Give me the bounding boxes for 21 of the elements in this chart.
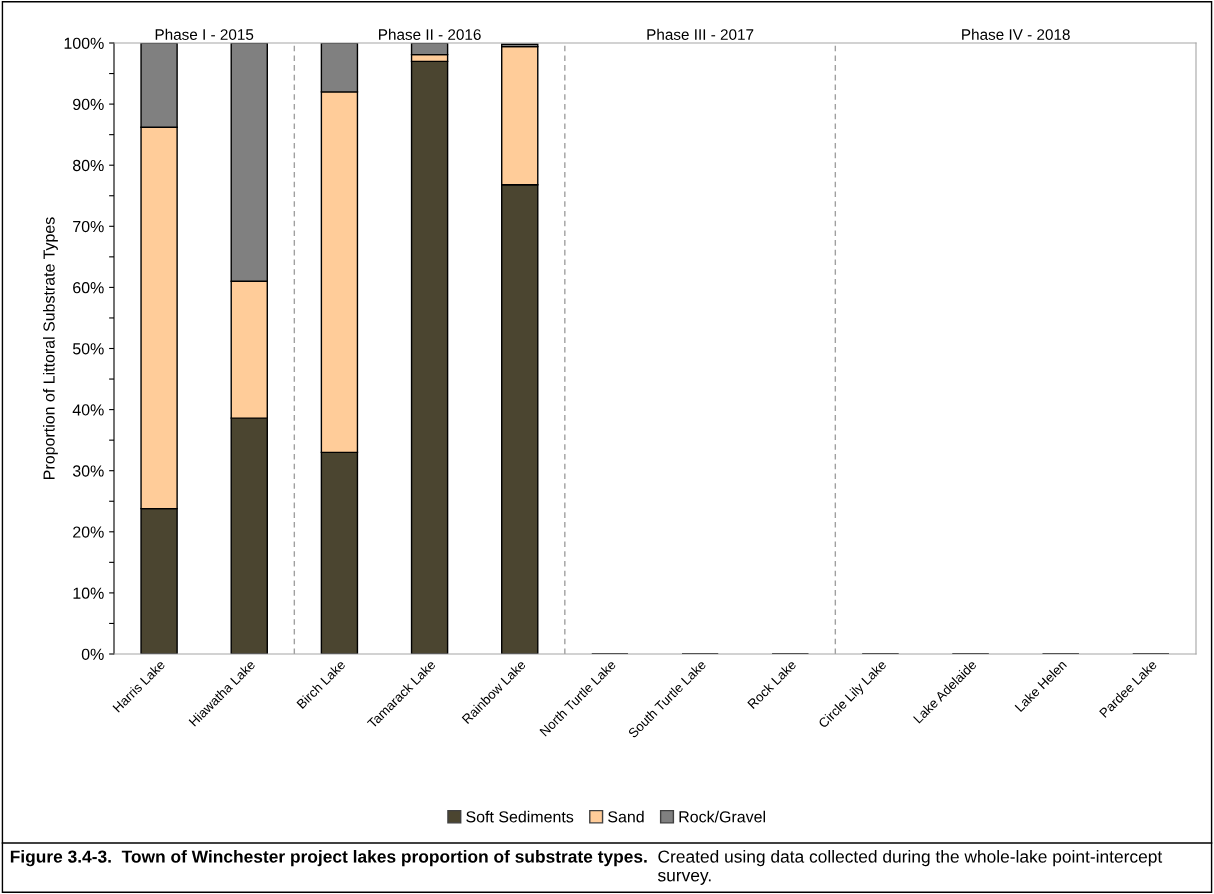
- y-tick-label: 90%: [73, 98, 104, 111]
- y-tick-label: 50%: [72, 343, 104, 355]
- y-tick-label: 30%: [72, 465, 104, 477]
- text: Figure 3.4-3. Town of Winchester project lakes proportion of substrate types.: [10, 850, 647, 867]
- text: Phase I - 2015: [155, 28, 254, 40]
- legend-label: Sand: [608, 810, 644, 823]
- legend-label: Soft Sediments: [466, 810, 574, 823]
- y-axis-title: Proportion of Littoral Substrate Types: [42, 217, 58, 479]
- text: Phase II - 2016: [379, 28, 481, 40]
- y-tick-label: 20%: [73, 526, 104, 538]
- text: Created using data collected during the whole-lake point-intercept survey.: [657, 850, 1163, 885]
- y-tick-label: 0%: [81, 648, 104, 660]
- text: Phase IV - 2018: [962, 28, 1070, 40]
- text: Phase III - 2017: [647, 28, 754, 40]
- y-tick-label: 60%: [73, 282, 104, 294]
- y-tick-label: 100%: [64, 37, 104, 49]
- legend-label: Rock/Gravel: [679, 810, 765, 823]
- y-tick-label: 80%: [73, 159, 104, 172]
- y-tick-label: 70%: [73, 220, 104, 233]
- y-tick-label: 10%: [73, 587, 104, 599]
- y-tick-label: 40%: [72, 404, 104, 416]
